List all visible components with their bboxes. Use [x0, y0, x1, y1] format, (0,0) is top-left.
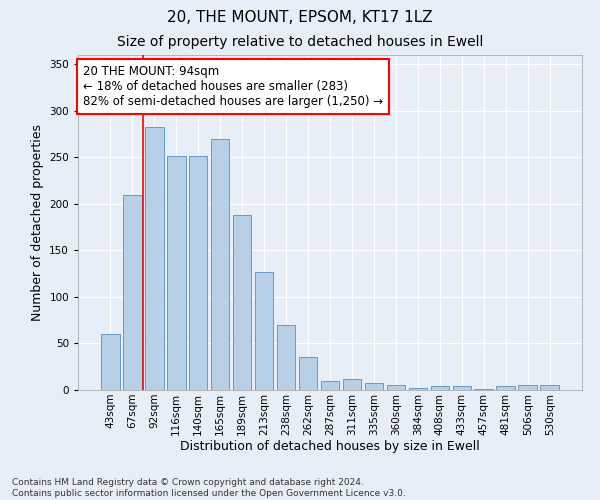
- Bar: [365, 384, 383, 390]
- Bar: [541, 386, 559, 390]
- Y-axis label: Number of detached properties: Number of detached properties: [31, 124, 44, 321]
- Bar: [518, 386, 537, 390]
- Bar: [475, 389, 493, 390]
- Bar: [343, 379, 361, 390]
- Bar: [255, 272, 274, 390]
- Bar: [496, 386, 515, 390]
- Bar: [233, 215, 251, 390]
- Bar: [101, 334, 119, 390]
- Text: Contains HM Land Registry data © Crown copyright and database right 2024.
Contai: Contains HM Land Registry data © Crown c…: [12, 478, 406, 498]
- Text: 20 THE MOUNT: 94sqm
← 18% of detached houses are smaller (283)
82% of semi-detac: 20 THE MOUNT: 94sqm ← 18% of detached ho…: [83, 65, 383, 108]
- Text: 20, THE MOUNT, EPSOM, KT17 1LZ: 20, THE MOUNT, EPSOM, KT17 1LZ: [167, 10, 433, 25]
- Bar: [277, 325, 295, 390]
- Bar: [320, 380, 340, 390]
- Bar: [386, 386, 405, 390]
- Text: Size of property relative to detached houses in Ewell: Size of property relative to detached ho…: [117, 35, 483, 49]
- Bar: [123, 194, 142, 390]
- Bar: [431, 386, 449, 390]
- X-axis label: Distribution of detached houses by size in Ewell: Distribution of detached houses by size …: [180, 440, 480, 454]
- Bar: [211, 138, 229, 390]
- Bar: [189, 156, 208, 390]
- Bar: [299, 358, 317, 390]
- Bar: [409, 388, 427, 390]
- Bar: [145, 126, 164, 390]
- Bar: [167, 156, 185, 390]
- Bar: [452, 386, 471, 390]
